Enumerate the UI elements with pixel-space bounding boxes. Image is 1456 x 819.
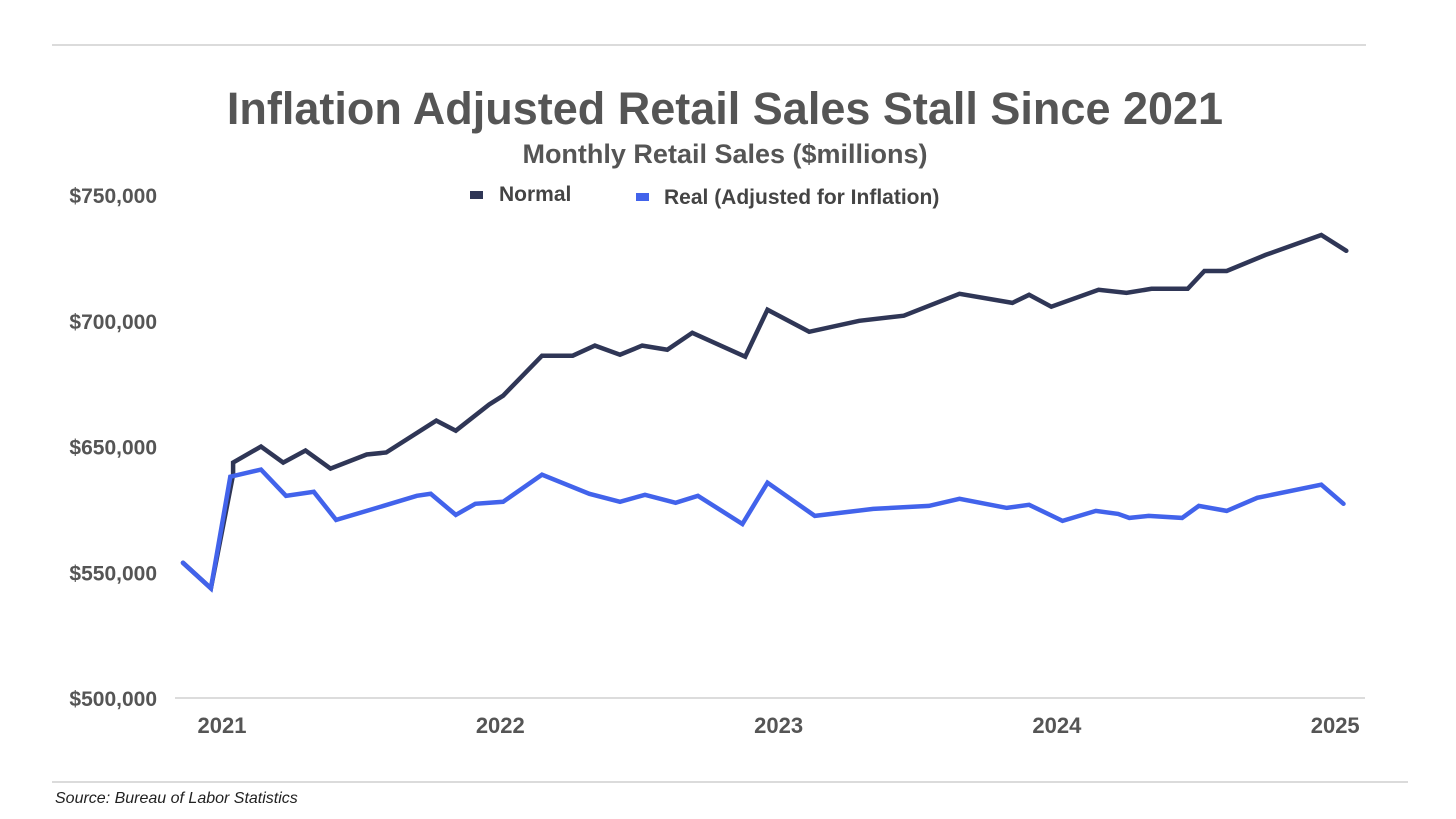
- series-lines: [180, 232, 1349, 593]
- y-tick-label: $550,000: [69, 562, 157, 585]
- legend: Normal Real (Adjusted for Inflation): [470, 183, 939, 209]
- source-note: Source: Bureau of Labor Statistics: [55, 790, 298, 807]
- y-tick-label: $750,000: [69, 185, 157, 208]
- x-axis-ticks: 2021 2022 2023 2024 2025: [198, 713, 1360, 738]
- x-tick-label: 2024: [1032, 713, 1082, 738]
- chart-subtitle: Monthly Retail Sales ($millions): [522, 139, 927, 169]
- x-tick-label: 2023: [754, 713, 803, 738]
- series-line-normal: [180, 232, 1349, 593]
- x-tick-label: 2025: [1311, 713, 1360, 738]
- y-tick-label: $650,000: [69, 437, 157, 460]
- y-tick-label: $500,000: [69, 688, 157, 711]
- series-line-real: [180, 467, 1346, 593]
- legend-label-normal: Normal: [499, 183, 571, 206]
- legend-label-real: Real (Adjusted for Inflation): [664, 186, 939, 209]
- x-tick-label: 2021: [198, 713, 247, 738]
- x-tick-label: 2022: [476, 713, 525, 738]
- y-tick-label: $700,000: [69, 311, 157, 334]
- legend-swatch-normal: [470, 191, 483, 199]
- y-axis-ticks: $500,000 $550,000 $650,000 $700,000 $750,000: [69, 185, 157, 711]
- chart-title: Inflation Adjusted Retail Sales Stall Si…: [227, 83, 1223, 134]
- legend-swatch-real: [636, 193, 649, 201]
